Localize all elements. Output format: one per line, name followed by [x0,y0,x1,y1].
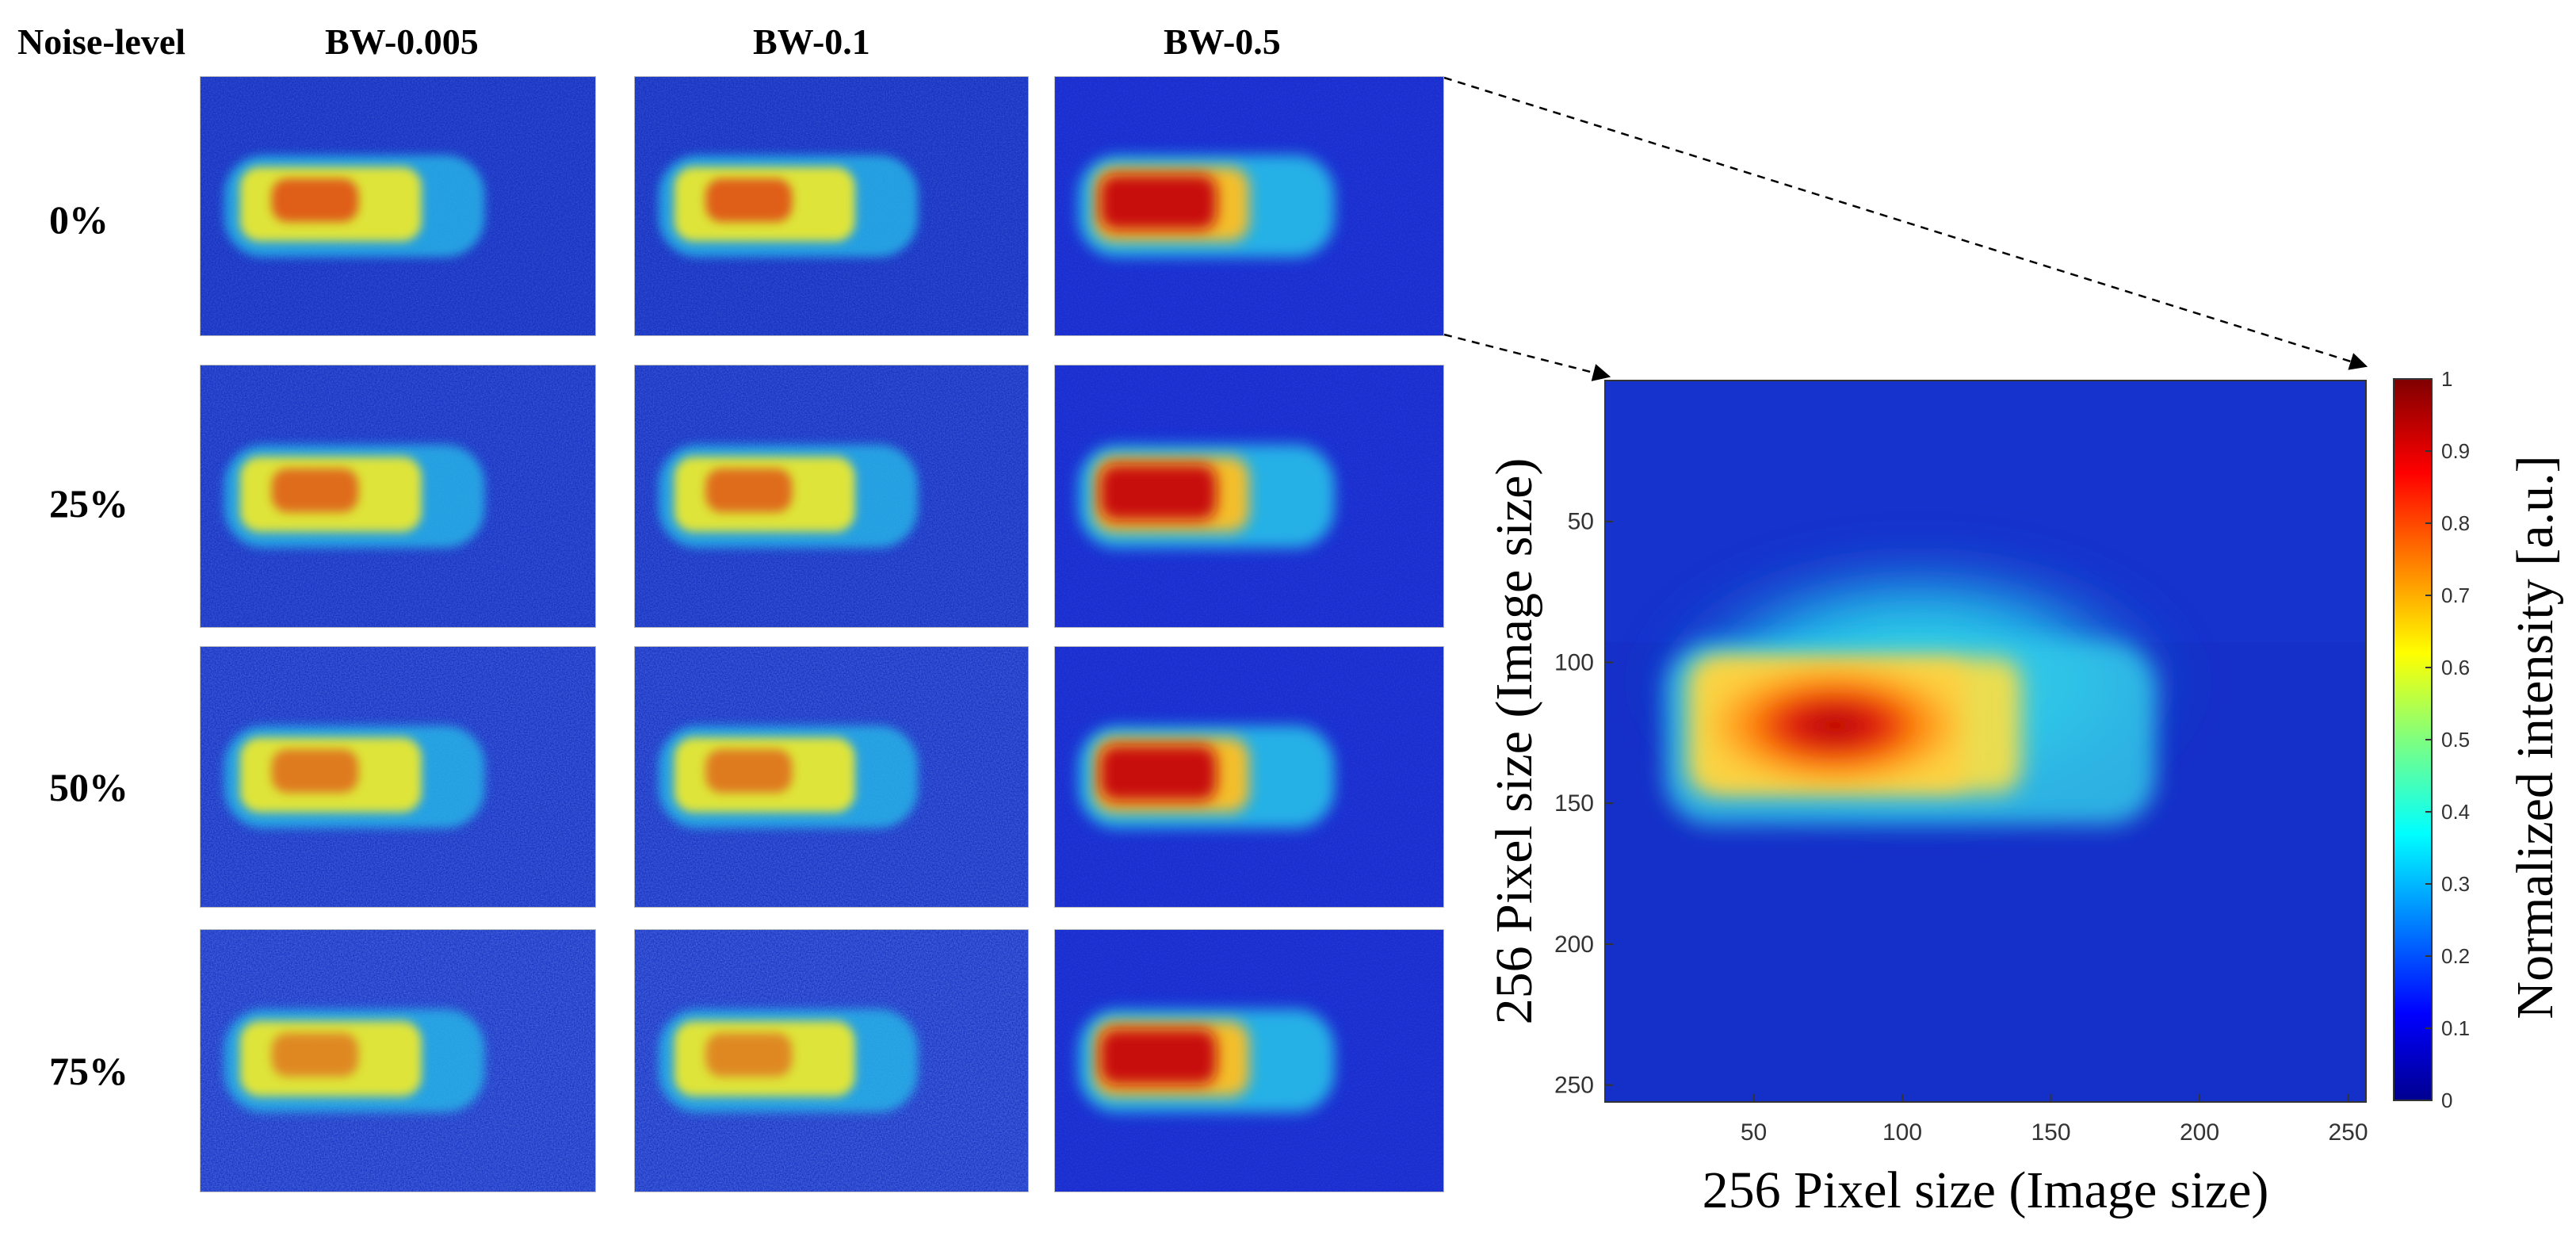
colorbar-tick-label: 0.1 [2441,1016,2470,1040]
big-heatmap-hot-region [1704,662,1966,789]
colorbar-tick-label: 0.3 [2441,872,2470,896]
colorbar-tick-label: 0.5 [2441,728,2470,752]
colorbar-ticks: 0 0.1 0.2 0.3 0.4 0.5 0.6 0.7 0.8 0.9 1 [2425,367,2470,1112]
column-header-bw-05: BW-0.5 [1164,21,1281,62]
x-tick-label: 100 [1882,1119,1922,1146]
zoom-arrow-bottom [1443,333,1611,381]
y-tick-label: 200 [1554,932,1594,958]
colorbar-tick-label: 1 [2441,367,2452,391]
big-heatmap-frame [1604,380,2367,1103]
row-label-25: 25% [49,481,128,526]
colorbar-tick-label: 0.8 [2441,511,2470,535]
x-axis-label: 256 Pixel size (Image size) [1703,1161,2269,1219]
y-axis-ticks: 50 100 150 200 250 [1554,509,1613,1099]
x-axis-ticks: 50 100 150 200 250 [1741,1094,2368,1146]
row-label-0: 0% [49,197,109,242]
y-tick-label: 50 [1568,509,1594,535]
y-tick-label: 100 [1554,649,1594,675]
thumb-heatmap-3-2 [1054,929,1444,1192]
colorbar-tick-label: 0.6 [2441,656,2470,679]
x-tick-label: 50 [1741,1119,1767,1146]
x-tick-label: 150 [2031,1119,2070,1146]
thumb-heatmap-1-0 [200,365,596,628]
thumb-heatmap-3-0 [200,929,596,1192]
thumb-heatmap-2-0 [200,646,596,908]
colorbar-label: Normalized intensity [a.u.] [2506,455,2564,1019]
colorbar-tick-label: 0 [2441,1088,2452,1112]
big-heatmap [1604,380,2367,1103]
zoom-arrow-top [1443,76,2368,370]
x-tick-label: 200 [2180,1119,2219,1146]
thumb-heatmap-0-1 [634,76,1029,336]
column-header-bw-0005: BW-0.005 [325,21,479,62]
noise-level-header: Noise-level [17,21,186,62]
thumb-heatmap-0-2 [1054,76,1444,336]
colorbar-tick-label: 0.9 [2441,439,2470,463]
thumb-heatmap-1-1 [634,365,1029,628]
row-label-50: 50% [49,765,128,809]
thumb-heatmap-1-2 [1054,365,1444,628]
thumb-heatmap-0-0 [200,76,596,336]
colorbar-tick-label: 0.4 [2441,800,2470,824]
x-tick-label: 250 [2328,1119,2368,1146]
thumb-heatmap-3-1 [634,929,1029,1192]
colorbar-tick-label: 0.2 [2441,944,2470,968]
y-tick-label: 150 [1554,790,1594,817]
thumb-heatmap-2-2 [1054,646,1444,908]
thumb-heatmap-2-1 [634,646,1029,908]
colorbar-tick-label: 0.7 [2441,583,2470,607]
y-axis-label: 256 Pixel size (Image size) [1485,458,1543,1025]
y-tick-label: 250 [1554,1073,1594,1099]
column-header-bw-01: BW-0.1 [753,21,870,62]
row-label-75: 75% [49,1049,128,1093]
